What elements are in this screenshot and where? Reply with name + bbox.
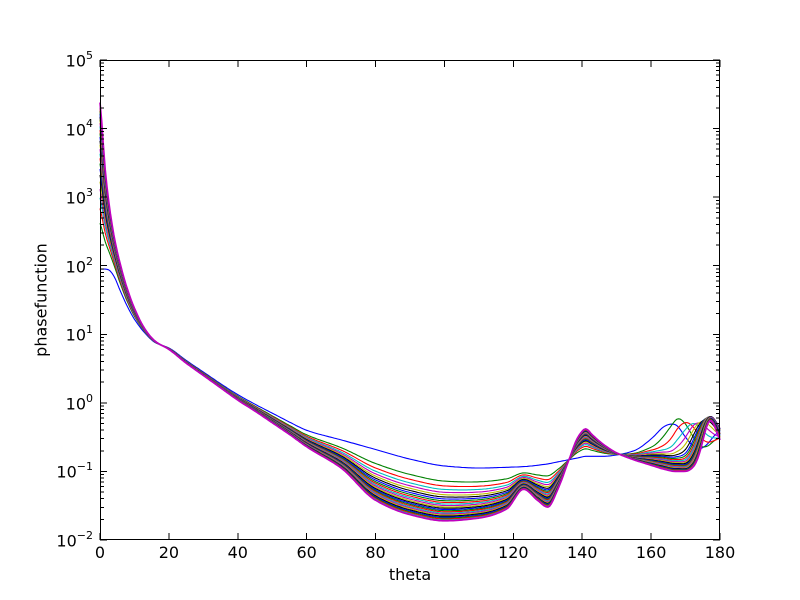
x-tick-label-180: 180 [704,543,736,562]
curve-26-line [99,102,721,522]
x-tick-label-80: 80 [365,543,386,562]
curve-08-line [99,168,721,500]
curve-01-line [100,268,721,469]
x-tick-label-20: 20 [158,543,180,562]
curve-11-line [99,153,721,505]
y-axis-label: phasefunction [31,243,51,357]
curve-06-line [99,181,721,496]
axes-frame [99,59,721,541]
x-tick-label-40: 40 [227,543,248,562]
x-tick-label-60: 60 [296,543,317,562]
curve-10-line [99,158,721,504]
curve-02-line [99,223,721,483]
x-tick-label-140: 140 [566,543,598,562]
curve-03-line [99,208,721,488]
y-tick-label-1e4: 104 [65,117,93,139]
x-tick-label-0: 0 [94,543,106,562]
curve-04-line [99,197,721,491]
x-tick-label-120: 120 [498,543,529,562]
curve-05-line [99,189,721,494]
curves-layer [99,102,721,522]
curve-07-line [99,174,721,498]
y-tick-label-1e-1: 10−1 [56,460,93,482]
y-tick-label-1e-2: 10−2 [56,528,93,551]
x-axis-label: theta [388,565,432,584]
curve-12-line [99,149,721,507]
y-tick-label-1e0: 100 [65,391,93,414]
y-tick-label-1e2: 102 [65,254,93,277]
x-tick-label-160: 160 [635,543,667,562]
y-tick-label-1e3: 103 [65,186,93,208]
x-tick-label-100: 100 [429,543,460,562]
curve-09-line [99,163,721,502]
y-tick-label-1e5: 105 [65,48,93,71]
y-tick-label-1e1: 101 [65,323,93,345]
